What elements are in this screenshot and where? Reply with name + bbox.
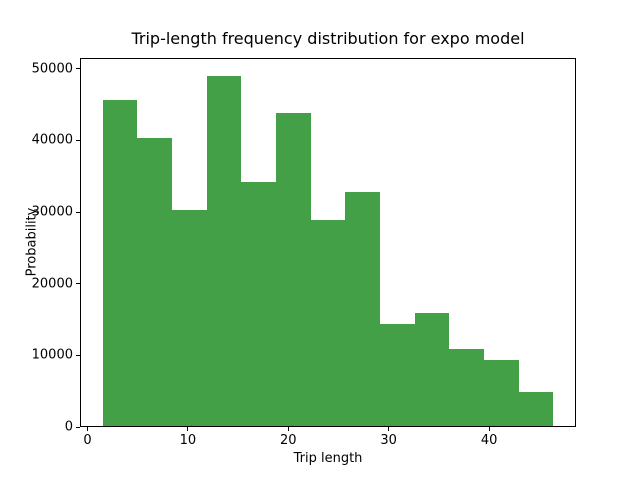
plot-area (80, 58, 576, 427)
histogram-bar (276, 113, 311, 427)
y-tick-label: 50000 (31, 61, 73, 77)
histogram-bar (380, 324, 415, 427)
histogram-bar (414, 312, 450, 427)
y-tick-label: 20000 (31, 276, 73, 292)
x-tick-label: 0 (83, 433, 92, 448)
y-tick-mark (76, 139, 80, 141)
x-tick-label: 30 (380, 433, 397, 448)
y-tick-label: 30000 (31, 204, 73, 220)
y-tick-label: 40000 (31, 132, 73, 148)
histogram-bar (449, 348, 484, 427)
histogram-bar (206, 75, 242, 427)
histogram-bar (137, 137, 172, 427)
y-tick-mark (76, 68, 80, 70)
y-tick-mark (76, 426, 80, 428)
chart-title: Trip-length frequency distribution for e… (131, 29, 525, 48)
x-tick-label: 10 (179, 433, 197, 448)
y-tick-label: 0 (64, 419, 73, 435)
histogram-bar (345, 192, 380, 427)
histogram-bar (241, 182, 276, 427)
x-tick-label: 20 (280, 433, 297, 448)
histogram-bar (484, 360, 519, 427)
x-tick-mark (388, 427, 390, 431)
x-axis-label: Trip length (293, 451, 363, 466)
y-tick-mark (76, 354, 80, 356)
y-tick-label: 10000 (31, 347, 73, 363)
histogram-bar (518, 392, 554, 427)
x-tick-label: 40 (480, 433, 498, 448)
x-tick-mark (87, 427, 88, 431)
histogram-bar (172, 209, 207, 427)
x-tick-mark (187, 427, 189, 431)
x-tick-mark (488, 427, 490, 431)
y-tick-mark (76, 211, 80, 213)
histogram-bar (310, 219, 346, 427)
histogram-bar (102, 99, 138, 427)
x-tick-mark (287, 427, 289, 431)
y-tick-mark (76, 283, 80, 285)
